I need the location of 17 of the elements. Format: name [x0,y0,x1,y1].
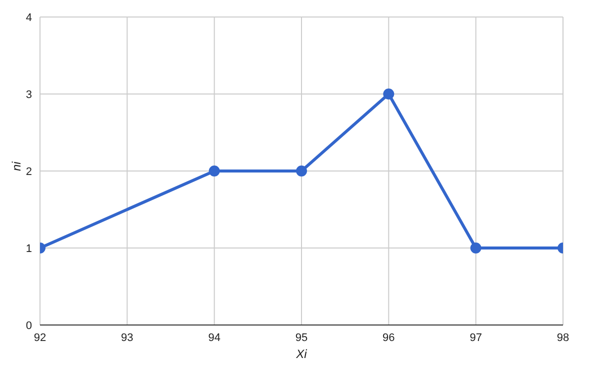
y-tick-label: 3 [26,88,32,101]
point [208,166,220,176]
y-tick-label: 4 [26,12,32,24]
y-tick-label: 1 [26,242,32,255]
point [383,88,394,100]
x-tick-label: 97 [470,332,482,344]
y-tick-label: 2 [26,166,32,178]
y-tick-label: 0 [26,320,32,332]
x-tick-label: 94 [208,332,220,344]
point [296,166,307,176]
x-tick-label: 98 [556,332,570,344]
x-tick-label: 95 [295,332,308,344]
x-tick-label: 96 [382,332,395,344]
y-axis-title: ni [9,161,24,171]
x-tick-label: 92 [34,332,46,344]
x-tick-label: 93 [121,332,134,344]
x-axis-title: Xi [295,347,308,361]
